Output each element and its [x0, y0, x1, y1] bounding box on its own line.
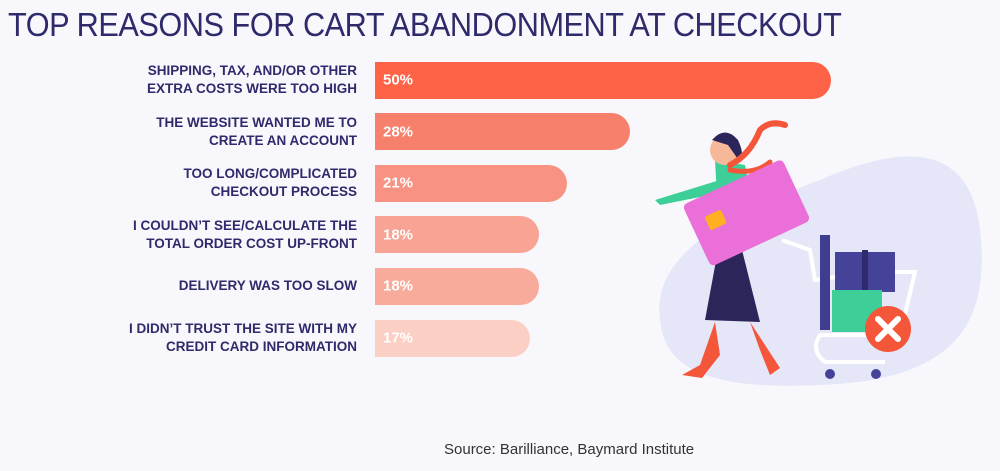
category-label-line: I COULDN’T SEE/CALCULATE THE [133, 217, 357, 233]
category-label-line: EXTRA COSTS WERE TOO HIGH [146, 81, 357, 96]
category-label-line: CREDIT CARD INFORMATION [166, 339, 357, 354]
bar: 18% [375, 267, 540, 305]
value-label: 21% [383, 174, 414, 192]
value-label: 50% [383, 71, 414, 89]
category-label: I DIDN’T TRUST THE SITE WITH MY CREDIT CA… [97, 320, 357, 356]
value-label: 28% [383, 123, 414, 141]
value-label: 18% [383, 277, 414, 295]
category-label: THE WEBSITE WANTED ME TO CREATE AN ACCOUN… [97, 114, 357, 150]
category-label: TOO LONG/COMPLICATED CHECKOUT PROCESS [97, 165, 358, 201]
close-icon [865, 306, 911, 352]
category-label-line: THE WEBSITE WANTED ME TO [156, 114, 357, 130]
category-label-line: SHIPPING, TAX, AND/OR OTHER [147, 63, 357, 78]
shopping-cart-icon [781, 235, 918, 379]
category-label-line: DELIVERY WAS TOO SLOW [178, 278, 357, 294]
category-label-line: CREATE AN ACCOUNT [209, 132, 357, 148]
bar: 28% [375, 113, 631, 151]
value-label: 17% [383, 329, 414, 347]
bar: 17% [375, 319, 531, 357]
category-label-line: TOO LONG/COMPLICATED [183, 166, 358, 182]
bar: 50% [375, 61, 831, 99]
shopper-illustration [655, 120, 982, 386]
value-label: 18% [383, 226, 414, 244]
credit-card-icon [683, 160, 810, 266]
chart-title: TOP REASONS FOR CART ABANDONMENT AT CHEC… [8, 6, 842, 43]
category-label-line: CHECKOUT PROCESS [210, 184, 357, 200]
category-label: DELIVERY WAS TOO SLOW [97, 277, 357, 295]
category-label-line: TOTAL ORDER COST UP-FRONT [146, 235, 357, 251]
bar: 18% [375, 216, 540, 254]
source-note: Source: Barilliance, Baymard Institute [444, 441, 695, 458]
bar: 21% [375, 164, 567, 202]
category-label-line: I DIDN’T TRUST THE SITE WITH MY [129, 321, 357, 336]
category-label: SHIPPING, TAX, AND/OR OTHER EXTRA COSTS W… [97, 62, 357, 98]
category-label: I COULDN’T SEE/CALCULATE THE TOTAL ORDER … [97, 217, 357, 253]
